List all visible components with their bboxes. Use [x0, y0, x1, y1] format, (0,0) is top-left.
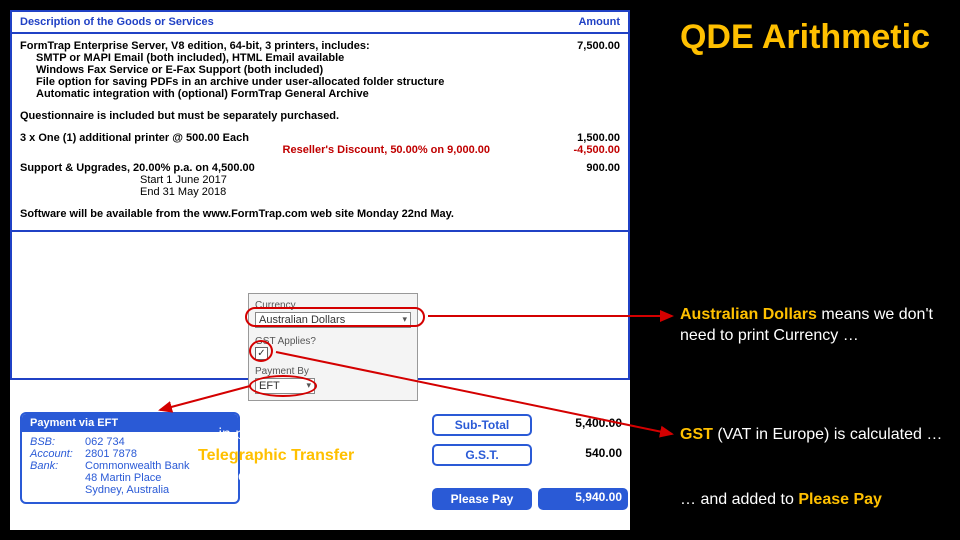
subtotal-label: Sub-Total [432, 414, 532, 436]
callout-tt-c: Instructions, and … [198, 468, 336, 485]
invoice-header-row: Description of the Goods or Services Amo… [10, 10, 630, 32]
line-printers-amt: 1,500.00 [530, 132, 620, 144]
bank-key: Bank: [30, 460, 85, 472]
callout-select-instead: If we select instead … [45, 310, 245, 331]
line-support-amt: 900.00 [530, 162, 620, 174]
callout-telegraphic: … in place of the Telegraphic Transfer I… [198, 425, 388, 487]
pleasepay-label: Please Pay [432, 488, 532, 510]
gst-label: G.S.T. [432, 444, 532, 466]
circle-gst-check [249, 340, 273, 362]
callout-gst: GST (VAT in Europe) is calculated … [680, 425, 950, 446]
pleasepay-row: Please Pay 5,940.00 [432, 488, 628, 510]
bsb-val: 062 734 [85, 436, 125, 448]
header-amount: Amount [530, 16, 620, 28]
callout-aud-a: Australian Dollars [680, 306, 817, 323]
questionnaire-note: Questionnaire is included but must be se… [20, 110, 620, 122]
header-description: Description of the Goods or Services [20, 16, 530, 28]
subtotal-value: 5,400.00 [538, 414, 628, 436]
callout-tt-b: Telegraphic Transfer [198, 447, 354, 464]
invoice-body: FormTrap Enterprise Server, V8 edition, … [10, 32, 630, 230]
circle-currency [245, 307, 425, 327]
line-support-desc: Support & Upgrades, 20.00% p.a. on 4,500… [20, 162, 530, 174]
line-discount-desc: Reseller's Discount, 50.00% on 9,000.00 [20, 144, 530, 156]
callout-tt-a: … in place of the [198, 426, 318, 443]
callout-aud: Australian Dollars means we don't need t… [680, 305, 940, 347]
line-discount-amt: -4,500.00 [530, 144, 620, 156]
acct-val: 2801 7878 [85, 448, 137, 460]
callout-pp-a: … and added to [680, 491, 798, 508]
acct-key: Account: [30, 448, 85, 460]
circle-eft [249, 375, 317, 397]
include-4: Automatic integration with (optional) Fo… [20, 88, 620, 100]
include-2: Windows Fax Service or E-Fax Support (bo… [20, 64, 620, 76]
bsb-key: BSB: [30, 436, 85, 448]
callout-gst-b: (VAT in Europe) is calculated … [713, 426, 942, 443]
callout-pleasepay: … and added to Please Pay [680, 490, 950, 511]
line-main-desc: FormTrap Enterprise Server, V8 edition, … [20, 40, 530, 52]
pleasepay-value: 5,940.00 [538, 488, 628, 510]
line-printers-desc: 3 x One (1) additional printer @ 500.00 … [20, 132, 530, 144]
include-3: File option for saving PDFs in an archiv… [20, 76, 620, 88]
include-1: SMTP or MAPI Email (both included), HTML… [20, 52, 620, 64]
callout-gst-a: GST [680, 426, 713, 443]
date-start: Start 1 June 2017 [20, 174, 620, 186]
subtotal-row: Sub-Total 5,400.00 [432, 414, 628, 436]
slide-title: QDE Arithmetic [680, 18, 930, 57]
gst-row: G.S.T. 540.00 [432, 444, 628, 466]
callout-pp-b: Please Pay [798, 491, 882, 508]
gst-value: 540.00 [538, 444, 628, 466]
bank-val: Commonwealth Bank [85, 460, 190, 472]
availability-note: Software will be available from the www.… [20, 208, 620, 220]
line-main-amt: 7,500.00 [530, 40, 620, 52]
date-end: End 31 May 2018 [20, 186, 620, 198]
